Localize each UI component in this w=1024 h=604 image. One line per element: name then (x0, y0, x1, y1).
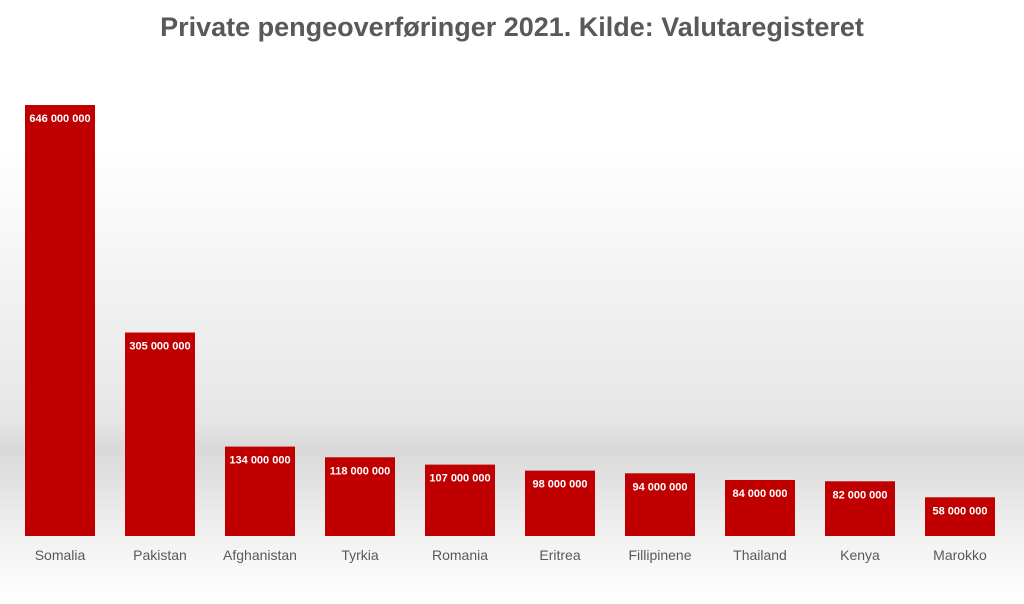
category-label-afghanistan: Afghanistan (223, 547, 297, 563)
bar-eritrea (525, 470, 595, 536)
chart-title: Private pengeoverføringer 2021. Kilde: V… (160, 12, 864, 42)
bar-tyrkia (325, 457, 395, 536)
value-label-marokko: 58 000 000 (932, 505, 987, 517)
bar-somalia (25, 105, 95, 536)
value-label-tyrkia: 118 000 000 (330, 465, 391, 477)
category-label-tyrkia: Tyrkia (341, 547, 379, 563)
value-label-romania: 107 000 000 (429, 473, 490, 485)
value-label-afghanistan: 134 000 000 (229, 455, 290, 467)
bar-kenya (825, 481, 895, 536)
bar-romania (425, 464, 495, 536)
bar-thailand (725, 479, 795, 536)
bar-pakistan (125, 332, 195, 536)
category-label-romania: Romania (432, 547, 488, 563)
bar-marokko (925, 497, 995, 536)
value-label-eritrea: 98 000 000 (532, 479, 587, 491)
category-label-somalia: Somalia (35, 547, 86, 563)
value-label-thailand: 84 000 000 (732, 488, 787, 500)
category-label-thailand: Thailand (733, 547, 787, 563)
category-label-eritrea: Eritrea (539, 547, 580, 563)
category-label-pakistan: Pakistan (133, 547, 187, 563)
bar-fillipinene (625, 473, 695, 536)
category-label-kenya: Kenya (840, 547, 880, 563)
value-label-fillipinene: 94 000 000 (632, 481, 687, 493)
category-label-fillipinene: Fillipinene (628, 547, 691, 563)
value-label-somalia: 646 000 000 (29, 113, 90, 125)
value-label-kenya: 82 000 000 (832, 489, 887, 501)
value-label-pakistan: 305 000 000 (129, 341, 190, 353)
category-label-marokko: Marokko (933, 547, 987, 563)
bar-afghanistan (225, 446, 295, 536)
